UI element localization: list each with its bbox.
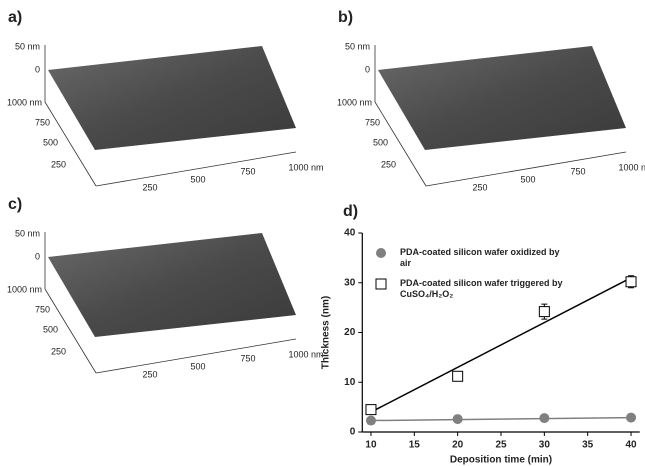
- x-tick-label: 35: [582, 440, 594, 451]
- afm-surface: [48, 233, 296, 337]
- x-tick-label: 1000 nm: [288, 162, 323, 172]
- data-point: [626, 412, 637, 423]
- y-axis: [44, 288, 97, 374]
- x-tick-label: 40: [625, 440, 637, 451]
- y-tick-label: 250: [51, 346, 66, 356]
- x-tick-label: 250: [142, 182, 157, 192]
- x-tick-label: 500: [520, 174, 535, 184]
- afm-surface: [378, 46, 626, 150]
- data-point: [539, 413, 550, 424]
- y-tick-label: 1000 nm: [7, 97, 42, 107]
- y-axis-label: Thickness (nm): [321, 296, 332, 369]
- legend-marker: [376, 248, 386, 258]
- legend-marker: [375, 278, 387, 290]
- data-point: [365, 404, 377, 416]
- panel-label: b): [338, 9, 353, 26]
- data-point: [452, 370, 464, 382]
- z-tick-label: 0: [35, 64, 40, 74]
- x-tick-label: 1000 nm: [618, 162, 645, 172]
- panel-label: c): [8, 196, 22, 213]
- y-tick-label: 10: [344, 377, 356, 388]
- fit-line: [370, 277, 632, 413]
- x-tick-label: 30: [539, 440, 551, 451]
- x-tick-label: 500: [190, 361, 205, 371]
- z-tick-label: 50 nm: [15, 41, 40, 51]
- data-point: [452, 414, 463, 425]
- afm-panel: a) 50 nm 0 1000 nm 750 500 250 250 500 750 1000 nm: [7, 9, 324, 192]
- panel-label: a): [8, 9, 22, 26]
- x-tick-label: 250: [472, 182, 487, 192]
- y-tick-label: 30: [344, 277, 356, 288]
- y-tick-label: 500: [43, 137, 58, 147]
- panel-label: d): [343, 203, 358, 220]
- fit-line: [370, 416, 632, 422]
- y-axis: [44, 101, 97, 187]
- data-point: [365, 415, 376, 426]
- x-tick-label: 1000 nm: [288, 349, 323, 359]
- y-tick-label: 0: [350, 427, 356, 438]
- afm-surface: [48, 46, 296, 150]
- legend-label: PDA-coated silicon wafer triggered by Cu…: [400, 278, 563, 299]
- x-tick-label: 750: [240, 166, 255, 176]
- legend-label: PDA-coated silicon wafer oxidized by air: [400, 247, 560, 268]
- x-tick-label: 750: [240, 353, 255, 363]
- x-axis-label: Deposition time (min): [450, 455, 552, 466]
- x-axis: [95, 151, 297, 187]
- x-tick-label: 500: [190, 174, 205, 184]
- z-tick-label: 0: [35, 251, 40, 261]
- afm-panel: b) 50 nm 0 1000 nm 750 500 250 250 500 750 1000 nm: [337, 9, 645, 192]
- x-tick-label: 250: [142, 369, 157, 379]
- z-tick-label: 0: [365, 64, 370, 74]
- x-tick-label: 750: [570, 166, 585, 176]
- afm-panel: c) 50 nm 0 1000 nm 750 500 250 250 500 750 1000 nm: [7, 196, 324, 379]
- data-point: [538, 306, 550, 318]
- x-tick-label: 20: [452, 440, 464, 451]
- y-tick-label: 750: [35, 304, 50, 314]
- data-point: [625, 276, 637, 288]
- y-tick-label: 20: [344, 327, 356, 338]
- y-tick-label: 1000 nm: [7, 284, 42, 294]
- x-axis: [425, 151, 627, 187]
- y-tick-label: 250: [381, 159, 396, 169]
- x-tick-label: 10: [365, 440, 377, 451]
- y-tick-label: 40: [344, 228, 356, 239]
- y-tick-label: 1000 nm: [337, 97, 372, 107]
- x-axis: [95, 338, 297, 374]
- y-tick-label: 500: [373, 137, 388, 147]
- y-tick-label: 500: [43, 324, 58, 334]
- y-tick-label: 750: [35, 117, 50, 127]
- x-tick-label: 25: [495, 440, 507, 451]
- y-axis: [374, 101, 427, 187]
- z-tick-label: 50 nm: [345, 41, 370, 51]
- y-tick-label: 250: [51, 159, 66, 169]
- z-tick-label: 50 nm: [15, 228, 40, 238]
- y-tick-label: 750: [365, 117, 380, 127]
- x-tick-label: 15: [409, 440, 421, 451]
